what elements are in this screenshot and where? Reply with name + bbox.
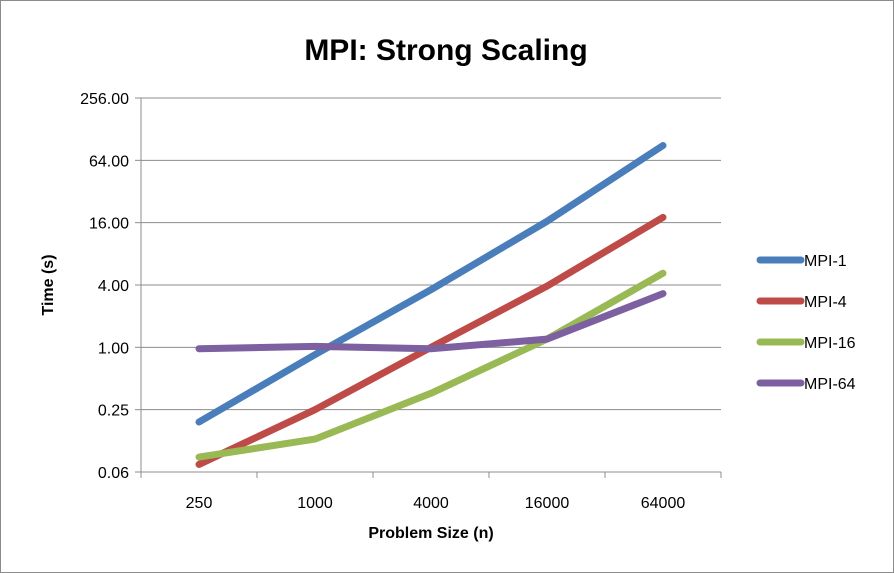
y-tick-label: 4.00	[98, 278, 129, 295]
series-line-mpi-64	[195, 290, 667, 353]
legend-label-mpi-16: MPI-16	[804, 335, 856, 352]
legend-label-mpi-4: MPI-4	[804, 294, 847, 311]
series-line-mpi-1	[195, 142, 667, 426]
series-layer	[195, 142, 667, 468]
series-line-mpi-4	[195, 213, 667, 468]
series-line-mpi-16	[195, 269, 667, 461]
y-tick-label: 64.00	[89, 153, 129, 170]
x-tick-label: 1000	[297, 495, 333, 512]
axis-layer: 0.06 0.25 1.00 4.00 16.00 64.00 256.00 250 1000 4…	[80, 91, 722, 512]
x-tick-label: 64000	[641, 495, 686, 512]
y-tick-label: 16.00	[89, 216, 129, 233]
y-axis-label: Time (s)	[40, 254, 57, 315]
y-tick-label: 0.06	[98, 465, 129, 482]
x-tick-label: 16000	[525, 495, 570, 512]
x-tick-label: 250	[186, 495, 213, 512]
grid-layer	[141, 97, 721, 473]
chart-title: MPI: Strong Scaling	[304, 34, 587, 67]
legend-label-mpi-64: MPI-64	[804, 376, 856, 393]
y-tick-label: 256.00	[80, 91, 129, 108]
y-tick-label: 0.25	[98, 403, 129, 420]
x-axis-label: Problem Size (n)	[368, 525, 493, 542]
x-tick-label: 4000	[413, 495, 449, 512]
legend: MPI-1 MPI-4 MPI-16 MPI-64	[756, 253, 856, 393]
y-tick-label: 1.00	[98, 340, 129, 357]
legend-label-mpi-1: MPI-1	[804, 253, 847, 270]
